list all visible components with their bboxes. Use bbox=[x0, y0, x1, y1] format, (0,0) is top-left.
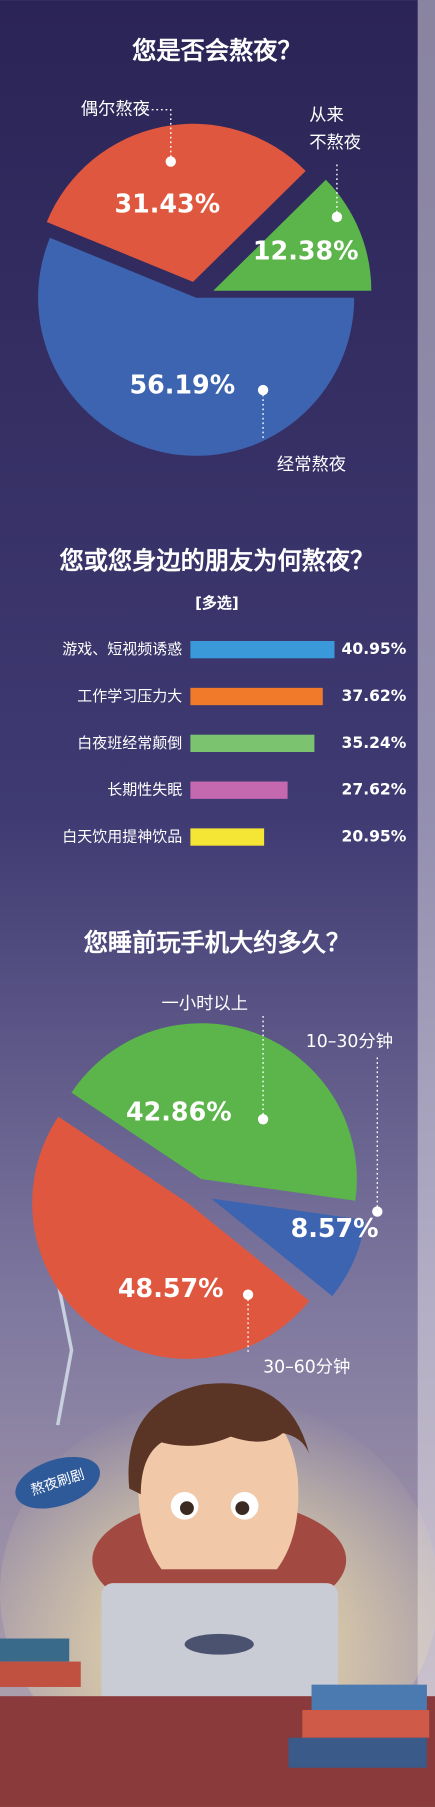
bar-category-label: 游戏、短视频诱惑 bbox=[62, 640, 182, 658]
book bbox=[288, 1737, 427, 1768]
category-label: 偶尔熬夜 bbox=[81, 99, 150, 120]
bar-category-label: 白天饮用提神饮品 bbox=[62, 828, 182, 846]
value-label: 48.57% bbox=[118, 1273, 224, 1303]
chart-title: 您是否会熬夜？ bbox=[132, 37, 302, 65]
category-label-line: 从来 bbox=[309, 105, 344, 125]
pupil bbox=[180, 1501, 194, 1516]
bar-value-label: 40.95% bbox=[342, 640, 407, 658]
book bbox=[311, 1684, 427, 1711]
bar bbox=[190, 687, 323, 706]
leader-dot bbox=[242, 1289, 254, 1300]
pie-slice bbox=[71, 1023, 357, 1201]
category-label: 30–60分钟 bbox=[263, 1357, 350, 1377]
logo bbox=[184, 1633, 254, 1655]
bar-category-label: 长期性失眠 bbox=[107, 781, 182, 799]
chart-title: 您睡前玩手机大约多久？ bbox=[84, 929, 350, 957]
book bbox=[0, 1661, 81, 1687]
chart-subtitle: [多选] bbox=[195, 594, 239, 612]
value-label: 8.57% bbox=[291, 1213, 379, 1243]
book bbox=[302, 1710, 430, 1738]
pie-slice bbox=[213, 179, 372, 291]
bar bbox=[190, 828, 265, 846]
value-label: 56.19% bbox=[129, 370, 235, 400]
edge bbox=[417, 0, 435, 1807]
pie-slice bbox=[210, 1198, 366, 1297]
bar-value-label: 37.62% bbox=[342, 687, 407, 705]
leader-dot bbox=[331, 211, 343, 223]
book bbox=[0, 1638, 70, 1662]
bar-category-label: 白夜班经常颠倒 bbox=[77, 734, 182, 752]
bar-value-label: 35.24% bbox=[342, 734, 407, 752]
value-label: 31.43% bbox=[114, 188, 220, 218]
bar bbox=[190, 734, 315, 752]
pie-slice bbox=[46, 123, 306, 282]
category-label: 10–30分钟 bbox=[306, 1032, 393, 1052]
bar-value-label: 20.95% bbox=[342, 828, 407, 846]
leader-dot bbox=[257, 1114, 269, 1125]
pie-slice bbox=[38, 237, 355, 456]
bar bbox=[190, 641, 335, 659]
leader-line bbox=[136, 108, 172, 162]
bar-category-label: 工作学习压力大 bbox=[77, 687, 182, 705]
bar-value-label: 27.62% bbox=[342, 781, 407, 799]
bubble bbox=[15, 1456, 100, 1509]
leader-dot bbox=[257, 384, 269, 396]
value-label: 42.86% bbox=[126, 1097, 232, 1127]
chart-title: 您或您身边的朋友为何熬夜？ bbox=[59, 547, 374, 575]
pie-slice bbox=[32, 1116, 310, 1359]
bar bbox=[190, 781, 288, 799]
leader-dot bbox=[372, 1206, 383, 1217]
category-label-line: 不熬夜 bbox=[309, 132, 361, 153]
pupil bbox=[235, 1501, 250, 1516]
leader-dot bbox=[165, 156, 176, 167]
category-label: 从来不熬夜 bbox=[309, 105, 361, 153]
hair bbox=[128, 1383, 310, 1495]
value-label: 12.38% bbox=[253, 236, 359, 266]
category-label: 经常熬夜 bbox=[277, 454, 346, 475]
category-label: 一小时以上 bbox=[162, 994, 248, 1014]
illustration: 熬夜刷剧 bbox=[0, 1222, 435, 1807]
